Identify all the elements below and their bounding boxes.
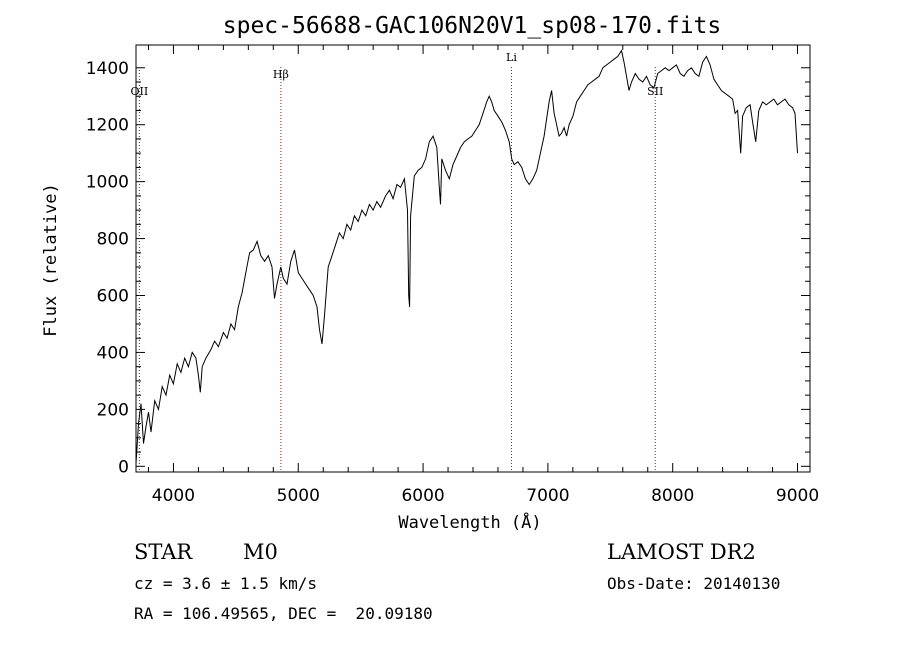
y-axis: 0 200 400 600 800 1000 1200 1400 bbox=[86, 59, 810, 477]
redshift-value: cz = 3.6 ± 1.5 km/s bbox=[134, 574, 318, 593]
line-marker-label: OII bbox=[131, 85, 149, 98]
survey-name: LAMOST DR2 bbox=[607, 540, 756, 564]
x-tick-label: 4000 bbox=[152, 486, 195, 506]
y-tick-label: 800 bbox=[97, 230, 129, 250]
x-tick-label: 7000 bbox=[526, 486, 569, 506]
y-tick-label: 1200 bbox=[86, 116, 129, 136]
y-tick-label: 1400 bbox=[86, 59, 129, 79]
line-markers: OII Hβ Li SII bbox=[131, 51, 663, 472]
coordinates: RA = 106.49565, DEC = 20.09180 bbox=[134, 604, 433, 623]
y-tick-label: 0 bbox=[118, 457, 129, 477]
line-marker-label: Hβ bbox=[273, 68, 289, 81]
line-marker-label: SII bbox=[647, 85, 663, 98]
y-tick-label: 1000 bbox=[86, 173, 129, 193]
x-axis: 4000 5000 6000 7000 8000 9000 bbox=[147, 45, 819, 506]
plot-frame bbox=[135, 44, 811, 473]
y-tick-label: 200 bbox=[97, 400, 129, 420]
x-tick-label: 5000 bbox=[277, 486, 320, 506]
x-tick-label: 9000 bbox=[776, 486, 819, 506]
chart-title: spec-56688-GAC106N20V1_sp08-170.fits bbox=[223, 13, 722, 39]
x-tick-label: 8000 bbox=[651, 486, 694, 506]
spectrum-line bbox=[135, 49, 798, 464]
line-marker-label: Li bbox=[506, 51, 517, 64]
observation-date: Obs-Date: 20140130 bbox=[607, 574, 781, 593]
x-tick-label: 6000 bbox=[401, 486, 444, 506]
y-tick-label: 400 bbox=[97, 343, 129, 363]
y-axis-label: Flux (relative) bbox=[41, 183, 61, 337]
object-class: STAR bbox=[134, 540, 193, 564]
x-axis-label: Wavelength (Å) bbox=[398, 511, 541, 533]
y-tick-label: 600 bbox=[97, 287, 129, 307]
object-subclass: M0 bbox=[243, 540, 278, 564]
